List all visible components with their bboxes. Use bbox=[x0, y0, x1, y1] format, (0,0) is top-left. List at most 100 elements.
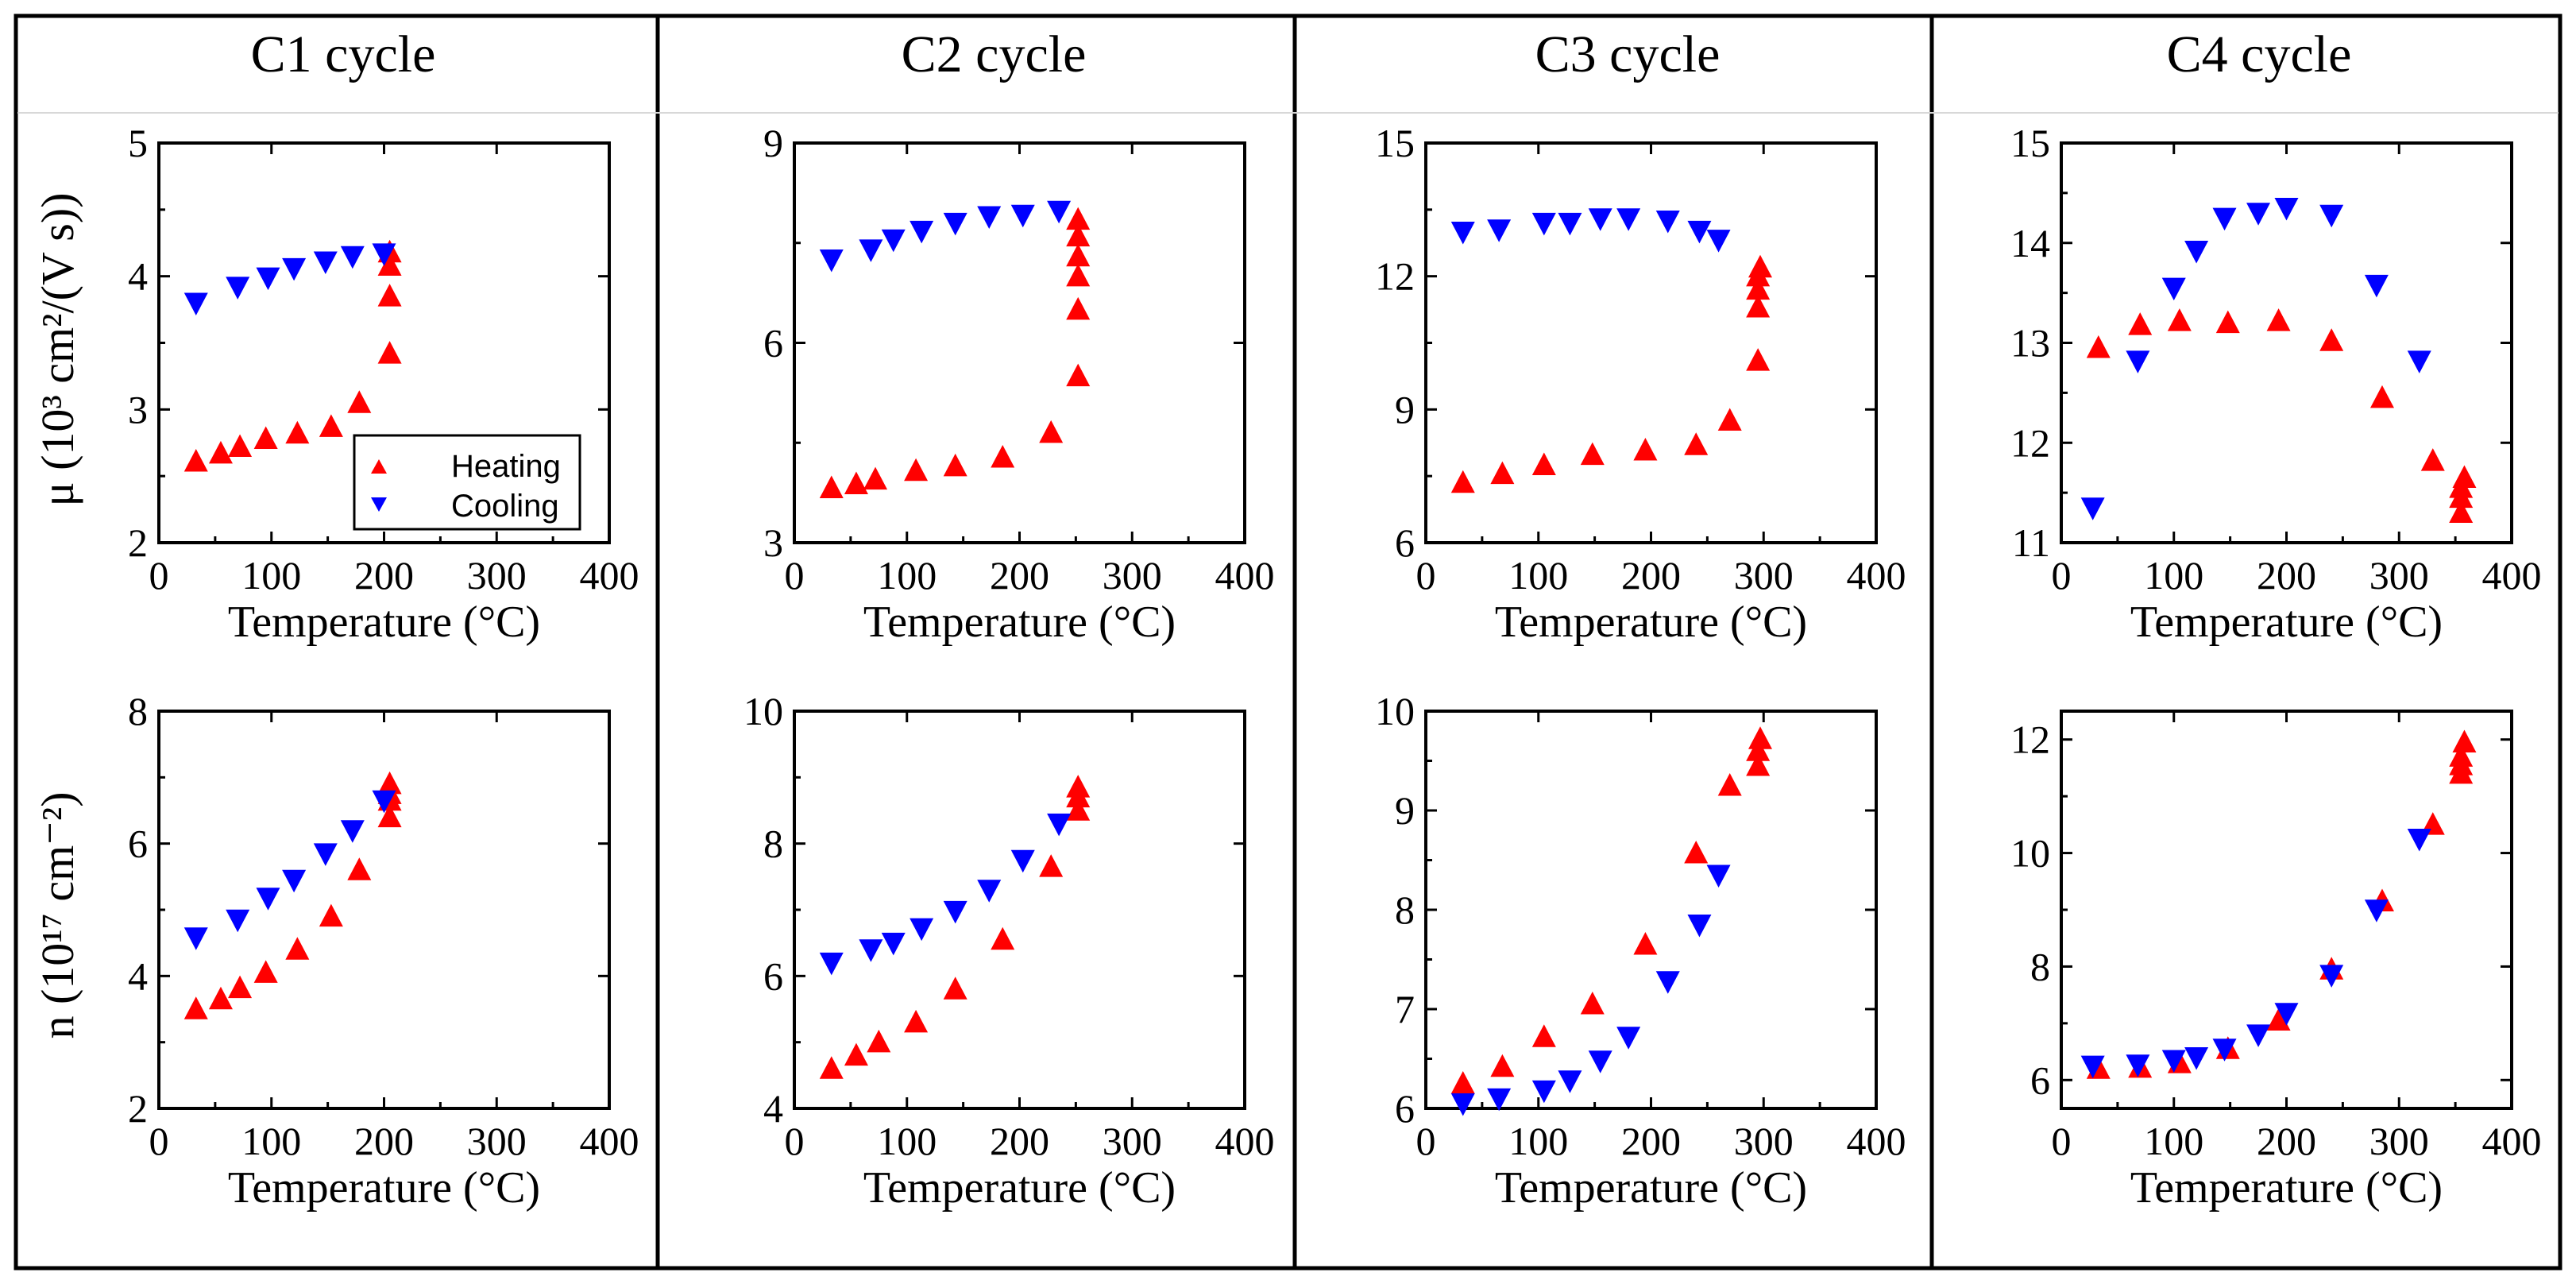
heating-point bbox=[347, 857, 372, 880]
cooling-point bbox=[1450, 222, 1475, 245]
cooling-point bbox=[313, 251, 338, 274]
cooling-point bbox=[1588, 1050, 1612, 1073]
panel-c1-mobility: 0 100 200 300 400 2 3 4 5 Temperature (°C) bbox=[128, 121, 639, 647]
x-tick-label: 300 bbox=[467, 553, 527, 598]
heating-point bbox=[1633, 932, 1658, 955]
cooling-point bbox=[977, 880, 1002, 903]
heating-point bbox=[253, 426, 278, 449]
heating-point bbox=[319, 414, 343, 437]
y-tick-label: 9 bbox=[1395, 788, 1415, 833]
cooling-point bbox=[2319, 965, 2344, 988]
y-tick-label: 2 bbox=[128, 520, 148, 565]
heating-point bbox=[904, 1009, 929, 1033]
column-title-c1: C1 cycle bbox=[251, 25, 436, 83]
cooling-point bbox=[881, 229, 906, 253]
heating-point bbox=[2420, 448, 2445, 471]
heating-point bbox=[1039, 854, 1064, 877]
heating-point bbox=[1746, 277, 1771, 300]
x-tick-label: 300 bbox=[1734, 553, 1794, 598]
heating-point bbox=[1066, 207, 1091, 230]
heating-point bbox=[1531, 1024, 1556, 1047]
cooling-point bbox=[819, 249, 844, 273]
heating-point bbox=[1066, 243, 1091, 267]
panel-c2-mobility: 0 100 200 300 400 3 6 9 Temperature (°C) bbox=[763, 121, 1275, 647]
heating-point bbox=[867, 1029, 891, 1053]
heating-point bbox=[819, 475, 844, 499]
y-tick-label: 6 bbox=[1395, 1086, 1415, 1131]
heating-point bbox=[253, 960, 278, 983]
x-tick-label: 400 bbox=[580, 1119, 639, 1163]
heating-point bbox=[2215, 310, 2240, 334]
y-tick-label: 15 bbox=[2010, 121, 2050, 165]
heating-point bbox=[844, 1042, 868, 1066]
cooling-point bbox=[2246, 203, 2271, 226]
cooling-point bbox=[1616, 1027, 1641, 1050]
cooling-point bbox=[2080, 1055, 2105, 1079]
cooling-point bbox=[1588, 208, 1612, 231]
heating-point bbox=[1748, 254, 1772, 278]
x-tick-label: 200 bbox=[1621, 553, 1681, 598]
column-title-c3: C3 cycle bbox=[1535, 25, 1721, 83]
heating-point bbox=[1684, 841, 1709, 864]
cooling-point bbox=[2364, 274, 2389, 298]
heating-point bbox=[2452, 729, 2477, 753]
heating-point bbox=[183, 448, 208, 472]
x-tick-label: 200 bbox=[990, 1119, 1049, 1163]
heating-point bbox=[1066, 296, 1091, 320]
heating-point bbox=[228, 434, 253, 458]
cooling-point bbox=[819, 952, 844, 976]
y-tick-label: 15 bbox=[1375, 121, 1415, 165]
heating-point bbox=[1580, 442, 1605, 466]
y-tick-label: 6 bbox=[1395, 520, 1415, 565]
cooling-point bbox=[2080, 497, 2105, 520]
x-tick-label: 400 bbox=[1215, 553, 1275, 598]
x-axis-label: Temperature (°C) bbox=[2130, 598, 2443, 647]
cooling-point bbox=[910, 918, 934, 942]
y-tick-label: 7 bbox=[1395, 987, 1415, 1031]
y-tick-label: 10 bbox=[1375, 689, 1415, 733]
heating-point bbox=[943, 453, 967, 477]
cooling-point bbox=[2161, 1050, 2186, 1073]
x-tick-label: 200 bbox=[354, 553, 414, 598]
x-axis-label: Temperature (°C) bbox=[1495, 1163, 1807, 1213]
cooling-point bbox=[2161, 277, 2186, 301]
x-tick-label: 0 bbox=[1416, 553, 1436, 598]
heating-point bbox=[1717, 773, 1742, 796]
legend-heating-marker bbox=[371, 459, 387, 474]
x-tick-label: 100 bbox=[1508, 553, 1568, 598]
x-tick-label: 100 bbox=[241, 553, 301, 598]
cooling-point bbox=[1450, 1093, 1475, 1116]
cooling-point bbox=[943, 900, 967, 924]
heating-point bbox=[1746, 738, 1771, 761]
heating-point bbox=[1746, 753, 1771, 776]
cooling-point bbox=[1687, 220, 1712, 244]
heating-point bbox=[208, 986, 233, 1010]
cooling-point bbox=[2126, 1054, 2150, 1077]
plot-frame bbox=[1424, 710, 1878, 1110]
x-axis-label: Temperature (°C) bbox=[228, 598, 540, 647]
y-tick-label: 3 bbox=[763, 520, 783, 565]
heating-point bbox=[285, 420, 310, 444]
heating-point bbox=[1450, 470, 1475, 493]
cooling-point bbox=[340, 820, 365, 843]
panel-c4-density: 0 100 200 300 400 6 8 10 12 Temperature (°C) bbox=[2010, 710, 2542, 1213]
cooling-point bbox=[1010, 849, 1035, 873]
y-tick-label: 6 bbox=[763, 953, 783, 998]
x-tick-label: 200 bbox=[354, 1119, 414, 1163]
heating-point bbox=[844, 471, 868, 494]
heating-point bbox=[1490, 461, 1515, 485]
heating-point bbox=[1580, 992, 1605, 1015]
heating-point bbox=[1746, 295, 1771, 318]
y-tick-label: 14 bbox=[2010, 221, 2050, 265]
heating-point bbox=[991, 926, 1015, 950]
cooling-point bbox=[1655, 211, 1680, 234]
x-tick-label: 300 bbox=[1103, 553, 1162, 598]
cooling-point bbox=[1047, 813, 1072, 837]
cooling-point bbox=[2184, 1046, 2209, 1070]
y-tick-label: 10 bbox=[743, 689, 783, 733]
ylabel-density: n (10¹⁷ cm⁻²) bbox=[32, 791, 83, 1039]
cooling-point bbox=[2319, 204, 2344, 228]
cooling-point bbox=[1531, 212, 1556, 236]
